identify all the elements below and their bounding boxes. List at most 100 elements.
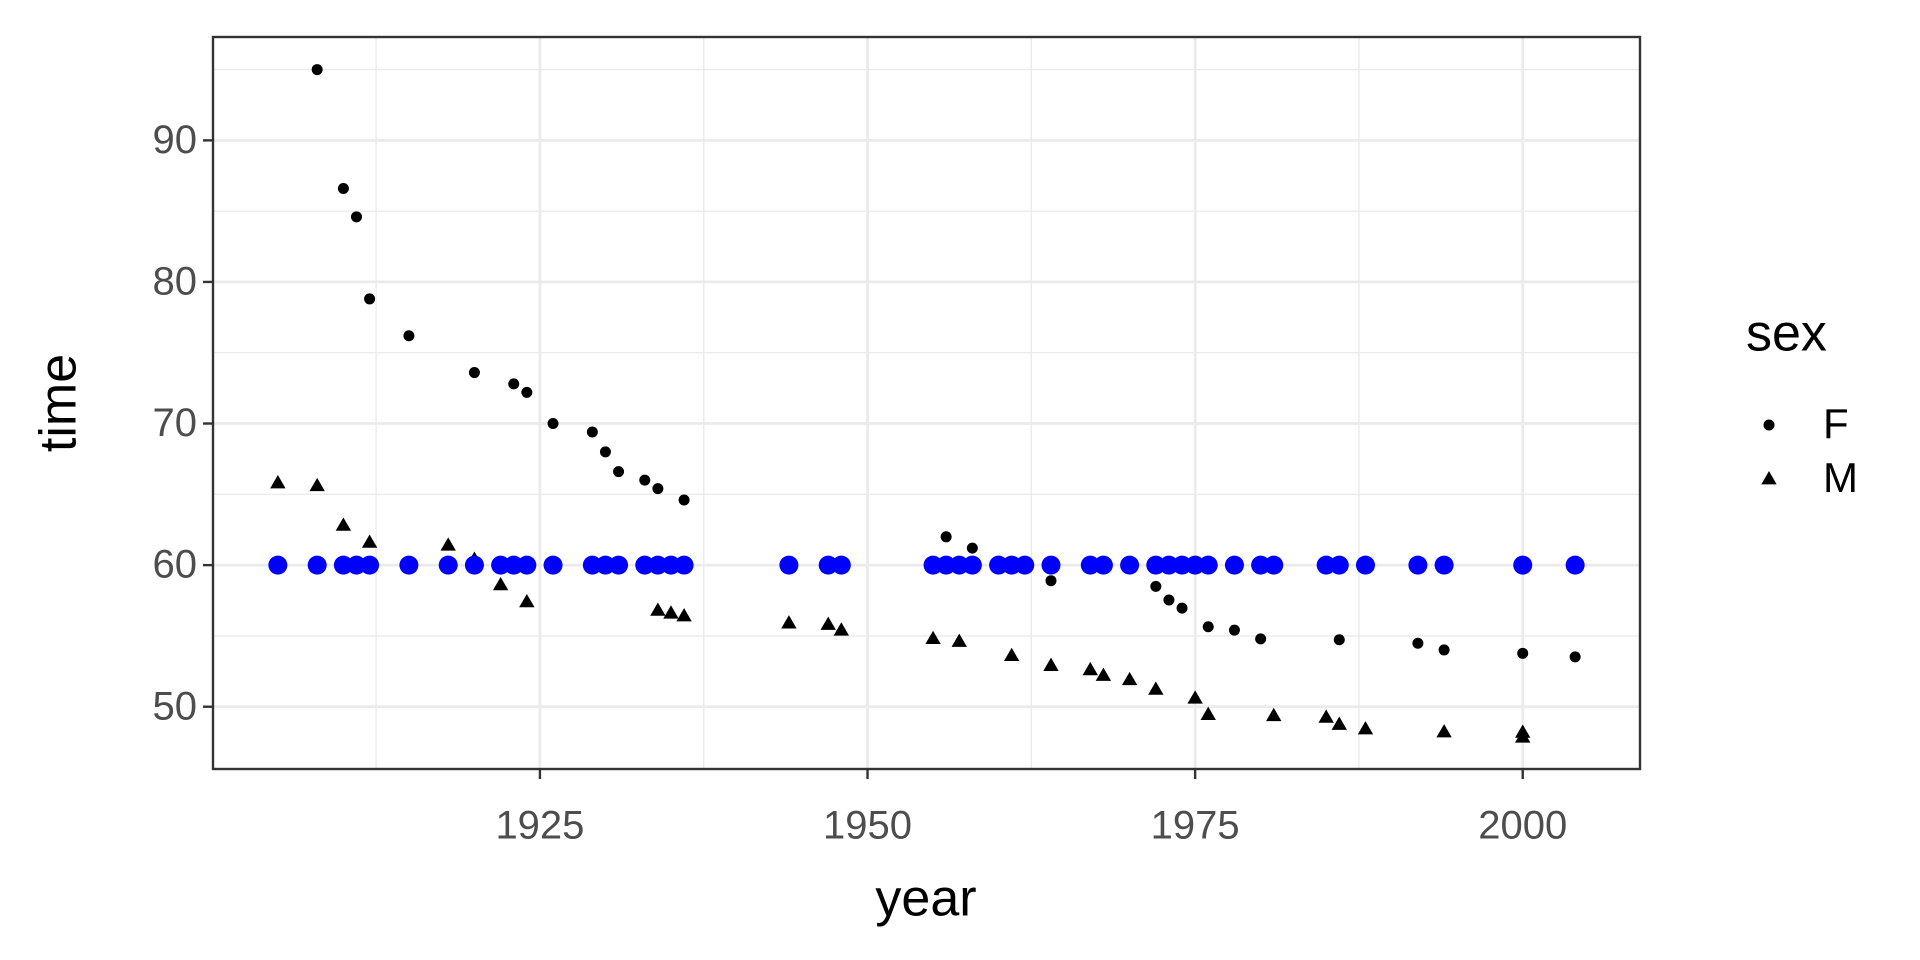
circle-point bbox=[504, 555, 524, 575]
triangle-point bbox=[361, 534, 378, 548]
circle-point bbox=[1565, 555, 1585, 575]
circle-point bbox=[1224, 555, 1244, 575]
triangle-point bbox=[1148, 681, 1164, 695]
circle-point bbox=[543, 555, 563, 575]
triangle-point bbox=[440, 537, 456, 551]
triangle-point bbox=[1436, 724, 1452, 738]
circle-point bbox=[399, 555, 419, 575]
triangle-point bbox=[1003, 647, 1020, 662]
circle-point bbox=[1172, 555, 1192, 575]
circle-point bbox=[521, 386, 533, 398]
circle-point bbox=[1198, 555, 1218, 575]
circle-point bbox=[438, 555, 458, 575]
triangle-point bbox=[1082, 661, 1098, 676]
circle-point bbox=[962, 555, 982, 575]
circle-point bbox=[333, 555, 353, 575]
circle-point bbox=[547, 418, 559, 430]
triangle-point bbox=[492, 576, 509, 591]
triangle-point bbox=[1761, 471, 1777, 485]
triangle-point bbox=[1515, 729, 1531, 743]
circle-point bbox=[595, 555, 615, 575]
circle-point bbox=[1355, 555, 1375, 575]
circle-point bbox=[936, 555, 956, 575]
circle-point bbox=[1176, 602, 1188, 614]
circle-point bbox=[818, 555, 838, 575]
y-tick-label: 60 bbox=[153, 543, 198, 587]
circle-point bbox=[1438, 644, 1450, 656]
circle-point bbox=[1333, 634, 1345, 646]
circle-point bbox=[346, 555, 366, 575]
triangle-point bbox=[1331, 716, 1347, 730]
circle-point bbox=[652, 483, 664, 495]
triangle-point bbox=[820, 616, 836, 630]
circle-point bbox=[491, 555, 511, 575]
circle-point bbox=[1513, 555, 1533, 575]
x-tick-label: 1950 bbox=[823, 804, 912, 848]
circle-point bbox=[1434, 555, 1454, 575]
circle-point bbox=[1251, 555, 1271, 575]
legend: FM bbox=[1761, 400, 1858, 501]
circle-point bbox=[635, 555, 655, 575]
triangle-point bbox=[663, 605, 679, 619]
circle-point bbox=[360, 555, 380, 575]
circle-point bbox=[639, 474, 651, 486]
circle-point bbox=[599, 446, 611, 458]
circle-point bbox=[779, 555, 799, 575]
circle-point bbox=[517, 555, 537, 575]
circle-point bbox=[311, 64, 323, 76]
circle-point bbox=[1185, 555, 1205, 575]
triangle-point bbox=[1121, 671, 1138, 686]
circle-point bbox=[940, 531, 952, 543]
triangle-point bbox=[1200, 706, 1216, 720]
circle-point bbox=[1517, 647, 1529, 659]
circle-point bbox=[268, 555, 288, 575]
triangle-point bbox=[1266, 707, 1282, 722]
circle-point bbox=[923, 555, 943, 575]
circle-point bbox=[364, 293, 376, 305]
circle-point bbox=[1159, 555, 1179, 575]
circle-point bbox=[1041, 555, 1061, 575]
triangle-point bbox=[781, 615, 797, 629]
legend-label: F bbox=[1823, 400, 1849, 447]
triangle-point bbox=[309, 477, 325, 492]
circle-point bbox=[1002, 555, 1022, 575]
y-tick-label: 70 bbox=[153, 401, 198, 445]
circle-point bbox=[468, 367, 480, 379]
circle-point bbox=[1163, 594, 1175, 606]
panel-border bbox=[211, 35, 1642, 771]
legend-label: M bbox=[1823, 454, 1858, 501]
circle-point bbox=[661, 555, 681, 575]
circle-point bbox=[1202, 621, 1214, 633]
circle-point bbox=[609, 555, 629, 575]
circle-point bbox=[1080, 555, 1100, 575]
circle-point bbox=[1015, 555, 1035, 575]
circle-point bbox=[989, 555, 1009, 575]
circle-point bbox=[1228, 624, 1240, 636]
x-tick-label: 1925 bbox=[495, 804, 584, 848]
circle-point bbox=[307, 555, 327, 575]
triangle-point bbox=[270, 475, 286, 489]
circle-point bbox=[1264, 555, 1284, 575]
triangle-point bbox=[1043, 657, 1059, 671]
triangle-point bbox=[676, 608, 692, 622]
circle-point bbox=[1329, 555, 1349, 575]
triangle-point bbox=[1187, 690, 1203, 704]
grid bbox=[213, 37, 1640, 769]
triangle-point bbox=[1357, 721, 1374, 735]
y-tick-label: 50 bbox=[153, 684, 198, 728]
triangle-point bbox=[833, 622, 850, 636]
circle-point bbox=[678, 494, 690, 506]
circle-point bbox=[966, 542, 978, 554]
circle-point bbox=[674, 555, 694, 575]
circle-point bbox=[831, 555, 851, 575]
circle-point bbox=[1763, 419, 1775, 431]
circle-point bbox=[1146, 555, 1166, 575]
circle-point bbox=[1408, 555, 1428, 575]
triangle-point bbox=[951, 633, 967, 647]
x-tick-label: 2000 bbox=[1478, 804, 1567, 848]
circle-point bbox=[337, 182, 349, 194]
triangle-point bbox=[519, 593, 535, 608]
y-tick-label: 90 bbox=[153, 118, 198, 162]
triangle-point bbox=[1095, 667, 1112, 681]
